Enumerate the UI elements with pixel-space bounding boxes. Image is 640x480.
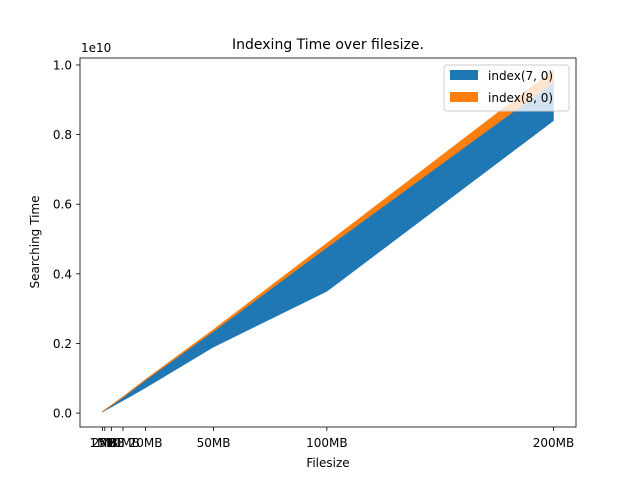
x-tick-label: 1MB xyxy=(89,436,115,450)
x-tick-label: 2MB xyxy=(92,436,118,450)
x-tick-label: 100MB xyxy=(306,436,348,450)
y-tick-label: 0.8 xyxy=(53,128,72,142)
legend: index(7, 0) index(8, 0) xyxy=(443,64,570,112)
x-axis-label: Filesize xyxy=(306,456,349,470)
axes-frame xyxy=(79,57,577,428)
y-tick-label: 0.2 xyxy=(53,337,72,351)
x-tick-label: 50MB xyxy=(197,436,231,450)
x-tick-label: 10MB xyxy=(106,436,140,450)
y-axis-offset-label: 1e10 xyxy=(81,41,111,55)
legend-label-index-7-0: index(7, 0) xyxy=(488,69,553,83)
x-tick-label: 20MB xyxy=(129,436,163,450)
y-axis-ticks: 0.0 0.2 0.4 0.6 0.8 1.0 xyxy=(53,58,80,421)
y-tick-label: 0.0 xyxy=(53,407,72,421)
chart-title: Indexing Time over filesize. xyxy=(232,37,424,53)
y-tick-label: 0.4 xyxy=(53,267,72,281)
legend-swatch-index-7-0 xyxy=(450,70,478,80)
y-tick-label: 0.6 xyxy=(53,198,72,212)
y-tick-label: 1.0 xyxy=(53,58,72,72)
y-axis-label: Searching Time xyxy=(28,196,42,289)
x-tick-label: 200MB xyxy=(533,436,575,450)
x-tick-label: 5MB xyxy=(98,436,124,450)
legend-label-index-8-0: index(8, 0) xyxy=(488,91,553,105)
legend-swatch-index-8-0 xyxy=(450,92,478,102)
